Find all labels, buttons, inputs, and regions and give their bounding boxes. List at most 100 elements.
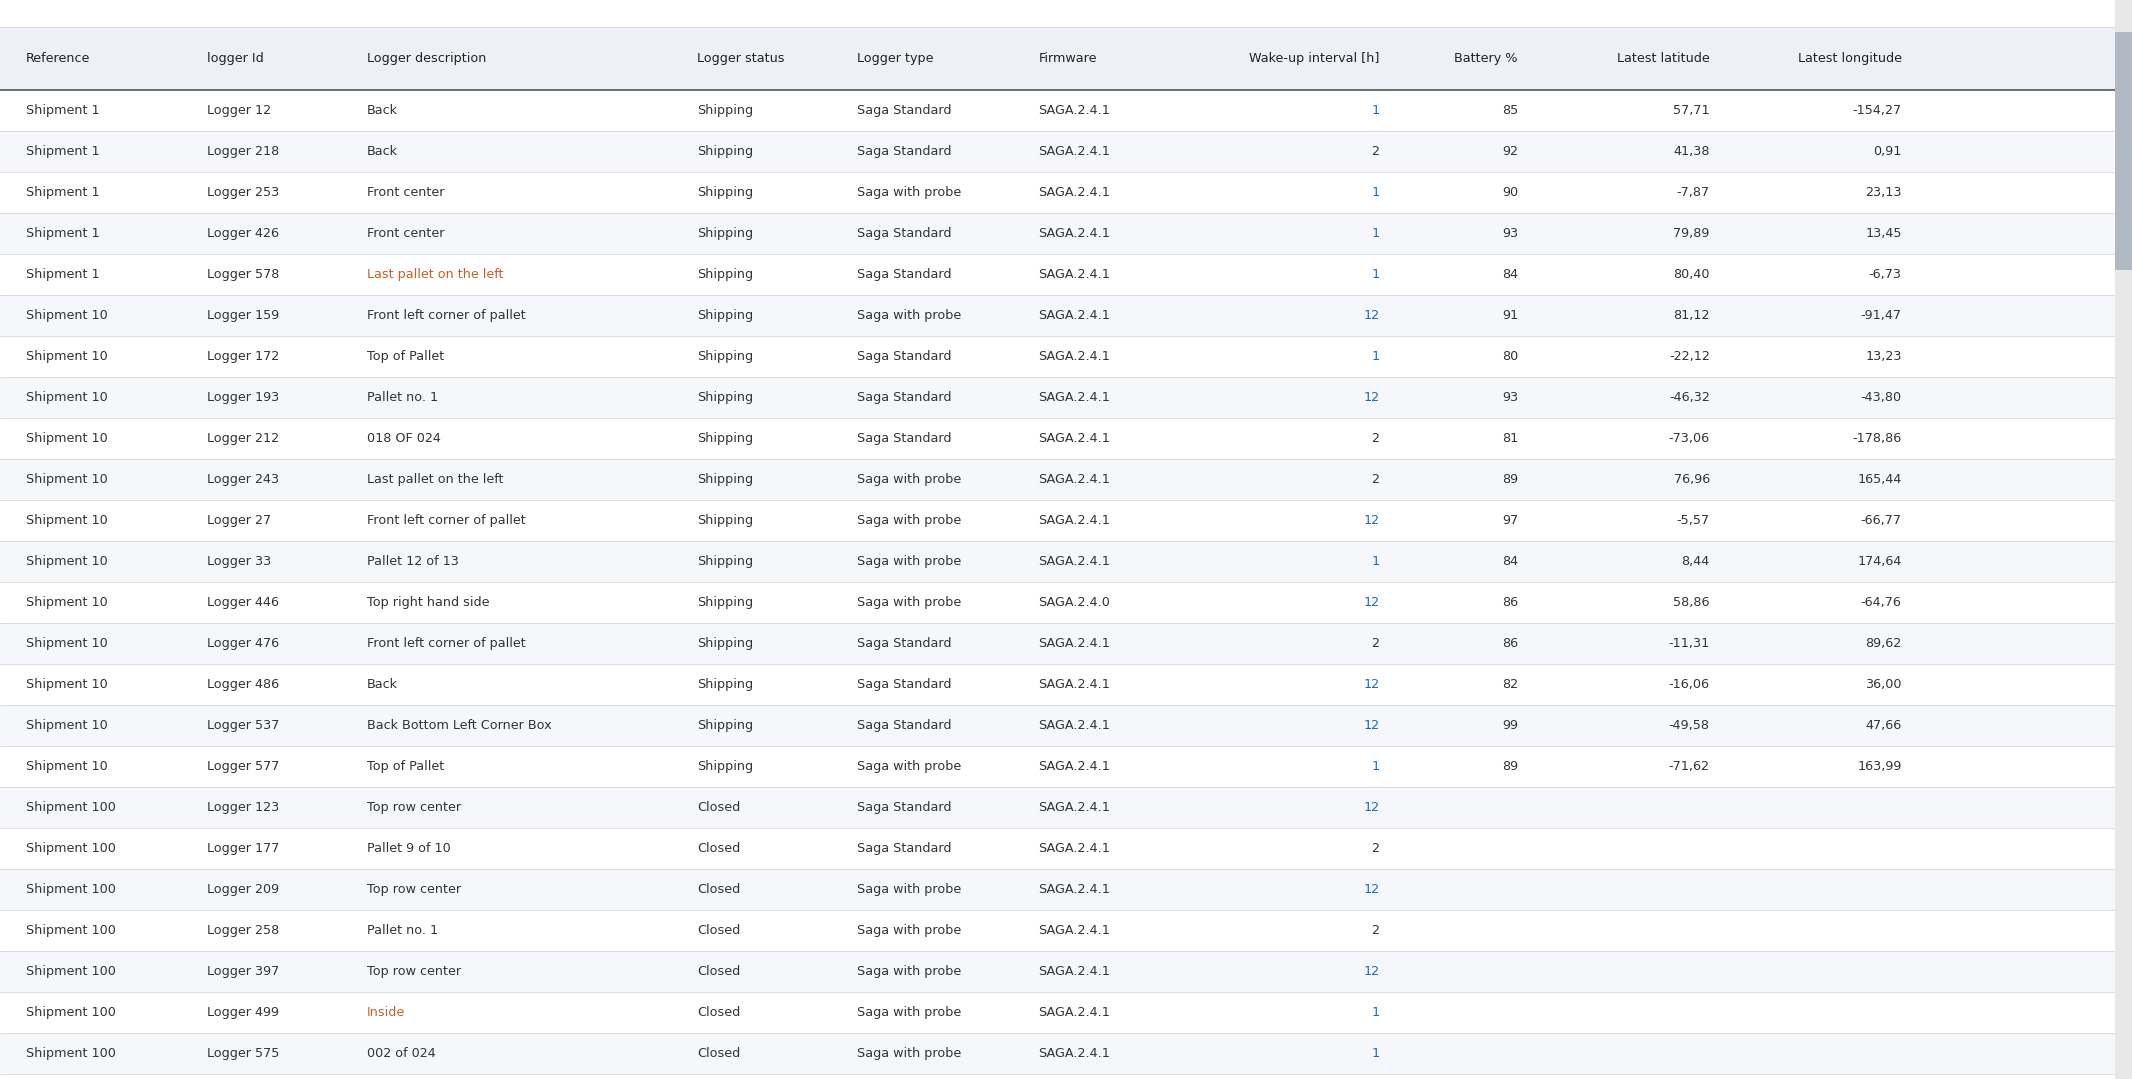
Text: Last pallet on the left: Last pallet on the left [367,473,503,486]
Text: Shipping: Shipping [697,391,753,404]
Text: Back Bottom Left Corner Box: Back Bottom Left Corner Box [367,719,552,732]
Text: 36,00: 36,00 [1866,678,1902,691]
Text: 97: 97 [1501,514,1518,527]
Text: SAGA.2.4.1: SAGA.2.4.1 [1038,145,1111,158]
Text: Closed: Closed [697,842,740,855]
Bar [0,869,2132,910]
Text: Top row center: Top row center [367,965,461,978]
Text: Shipping: Shipping [697,678,753,691]
Text: 1: 1 [1371,350,1379,363]
Text: Saga with probe: Saga with probe [857,514,962,527]
Text: SAGA.2.4.1: SAGA.2.4.1 [1038,965,1111,978]
Text: Top row center: Top row center [367,883,461,896]
Text: Logger 193: Logger 193 [207,391,279,404]
Text: 76,96: 76,96 [1674,473,1710,486]
Text: Saga Standard: Saga Standard [857,678,951,691]
Text: Shipping: Shipping [697,637,753,650]
Text: Front center: Front center [367,186,443,199]
Text: Latest longitude: Latest longitude [1797,52,1902,65]
Bar [0,787,2132,828]
Text: Saga Standard: Saga Standard [857,104,951,117]
Bar [2115,32,2132,270]
Bar [0,172,2132,213]
Bar [0,910,2132,951]
Text: Shipping: Shipping [697,473,753,486]
Text: Shipping: Shipping [697,432,753,445]
Text: SAGA.2.4.0: SAGA.2.4.0 [1038,596,1111,609]
Text: -64,76: -64,76 [1861,596,1902,609]
Text: 12: 12 [1362,309,1379,322]
Text: Firmware: Firmware [1038,52,1096,65]
Text: -178,86: -178,86 [1853,432,1902,445]
Text: Saga with probe: Saga with probe [857,555,962,568]
Text: Saga with probe: Saga with probe [857,596,962,609]
Text: -71,62: -71,62 [1669,760,1710,773]
Text: SAGA.2.4.1: SAGA.2.4.1 [1038,350,1111,363]
Text: 174,64: 174,64 [1857,555,1902,568]
Text: Logger 575: Logger 575 [207,1047,279,1060]
Text: 47,66: 47,66 [1866,719,1902,732]
Text: -11,31: -11,31 [1669,637,1710,650]
Text: Logger 258: Logger 258 [207,924,279,937]
Text: 93: 93 [1501,227,1518,240]
Text: Shipping: Shipping [697,719,753,732]
Text: Shipping: Shipping [697,350,753,363]
Text: Wake-up interval [h]: Wake-up interval [h] [1249,52,1379,65]
Text: 2: 2 [1371,432,1379,445]
Text: 1: 1 [1371,227,1379,240]
Text: Shipment 1: Shipment 1 [26,186,100,199]
Text: SAGA.2.4.1: SAGA.2.4.1 [1038,760,1111,773]
Text: Shipment 10: Shipment 10 [26,309,107,322]
Text: Logger 577: Logger 577 [207,760,279,773]
Text: Shipment 1: Shipment 1 [26,145,100,158]
Text: 13,23: 13,23 [1866,350,1902,363]
Text: SAGA.2.4.1: SAGA.2.4.1 [1038,473,1111,486]
Bar [0,213,2132,254]
Text: SAGA.2.4.1: SAGA.2.4.1 [1038,637,1111,650]
Text: SAGA.2.4.1: SAGA.2.4.1 [1038,514,1111,527]
Text: Saga Standard: Saga Standard [857,145,951,158]
Text: Saga with probe: Saga with probe [857,965,962,978]
Text: -43,80: -43,80 [1861,391,1902,404]
Text: SAGA.2.4.1: SAGA.2.4.1 [1038,1047,1111,1060]
Bar [0,90,2132,131]
Text: Inside: Inside [367,1006,405,1019]
Text: Logger 172: Logger 172 [207,350,279,363]
Text: -5,57: -5,57 [1676,514,1710,527]
Text: Latest latitude: Latest latitude [1616,52,1710,65]
Text: 1: 1 [1371,1047,1379,1060]
Text: Shipment 10: Shipment 10 [26,678,107,691]
Text: -66,77: -66,77 [1861,514,1902,527]
Bar [0,992,2132,1033]
Text: Front left corner of pallet: Front left corner of pallet [367,514,524,527]
Text: Top row center: Top row center [367,801,461,814]
Text: SAGA.2.4.1: SAGA.2.4.1 [1038,842,1111,855]
Text: Shipping: Shipping [697,309,753,322]
Text: 84: 84 [1501,555,1518,568]
Text: Top right hand side: Top right hand side [367,596,488,609]
Bar [0,418,2132,459]
Text: -7,87: -7,87 [1676,186,1710,199]
Text: 1: 1 [1371,760,1379,773]
Text: 12: 12 [1362,678,1379,691]
Text: Shipment 100: Shipment 100 [26,924,115,937]
Text: Shipping: Shipping [697,514,753,527]
Text: Shipment 10: Shipment 10 [26,555,107,568]
Text: SAGA.2.4.1: SAGA.2.4.1 [1038,391,1111,404]
Text: Saga with probe: Saga with probe [857,924,962,937]
Text: Shipment 10: Shipment 10 [26,391,107,404]
Text: Saga Standard: Saga Standard [857,719,951,732]
Text: 2: 2 [1371,145,1379,158]
Text: 93: 93 [1501,391,1518,404]
Text: Shipping: Shipping [697,145,753,158]
Text: 163,99: 163,99 [1857,760,1902,773]
Text: Shipment 100: Shipment 100 [26,965,115,978]
Text: Saga Standard: Saga Standard [857,268,951,281]
Text: Logger 426: Logger 426 [207,227,279,240]
Text: 90: 90 [1501,186,1518,199]
Text: Logger 446: Logger 446 [207,596,279,609]
Text: SAGA.2.4.1: SAGA.2.4.1 [1038,268,1111,281]
Text: Shipping: Shipping [697,760,753,773]
Text: 2: 2 [1371,473,1379,486]
Text: Logger 537: Logger 537 [207,719,279,732]
